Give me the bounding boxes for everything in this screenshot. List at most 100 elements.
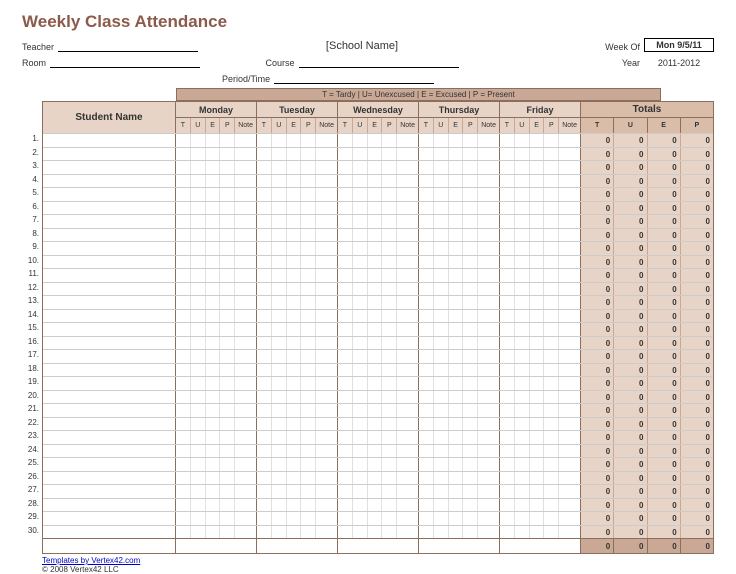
- day-cell[interactable]: [419, 458, 500, 471]
- day-cell[interactable]: [176, 391, 257, 404]
- day-cell[interactable]: [500, 445, 581, 458]
- student-name-cell[interactable]: [43, 215, 176, 228]
- day-cell[interactable]: [257, 269, 338, 282]
- day-cell[interactable]: [419, 256, 500, 269]
- day-cell[interactable]: [500, 148, 581, 161]
- day-cell[interactable]: [500, 188, 581, 201]
- day-cell[interactable]: [257, 350, 338, 363]
- course-field[interactable]: [299, 56, 459, 68]
- day-cell[interactable]: [338, 445, 419, 458]
- day-cell[interactable]: [419, 215, 500, 228]
- day-cell[interactable]: [257, 296, 338, 309]
- day-cell[interactable]: [419, 242, 500, 255]
- day-cell[interactable]: [500, 391, 581, 404]
- student-name-cell[interactable]: [43, 134, 176, 147]
- day-cell[interactable]: [338, 458, 419, 471]
- student-name-cell[interactable]: [43, 445, 176, 458]
- period-field[interactable]: [274, 72, 434, 84]
- day-cell[interactable]: [176, 472, 257, 485]
- day-cell[interactable]: [338, 310, 419, 323]
- day-cell[interactable]: [257, 418, 338, 431]
- day-cell[interactable]: [257, 134, 338, 147]
- day-cell[interactable]: [176, 337, 257, 350]
- day-cell[interactable]: [176, 296, 257, 309]
- day-cell[interactable]: [257, 364, 338, 377]
- day-cell[interactable]: [419, 337, 500, 350]
- day-cell[interactable]: [176, 323, 257, 336]
- day-cell[interactable]: [176, 418, 257, 431]
- day-cell[interactable]: [338, 418, 419, 431]
- day-cell[interactable]: [257, 499, 338, 512]
- day-cell[interactable]: [500, 323, 581, 336]
- day-cell[interactable]: [500, 202, 581, 215]
- student-name-cell[interactable]: [43, 269, 176, 282]
- student-name-cell[interactable]: [43, 431, 176, 444]
- day-cell[interactable]: [338, 242, 419, 255]
- day-cell[interactable]: [500, 256, 581, 269]
- student-name-cell[interactable]: [43, 458, 176, 471]
- weekof-value[interactable]: Mon 9/5/11: [644, 38, 714, 52]
- day-cell[interactable]: [419, 472, 500, 485]
- day-cell[interactable]: [419, 323, 500, 336]
- day-cell[interactable]: [257, 458, 338, 471]
- student-name-cell[interactable]: [43, 337, 176, 350]
- day-cell[interactable]: [176, 188, 257, 201]
- day-cell[interactable]: [419, 404, 500, 417]
- day-cell[interactable]: [338, 296, 419, 309]
- day-cell[interactable]: [419, 512, 500, 525]
- day-cell[interactable]: [176, 202, 257, 215]
- day-cell[interactable]: [500, 404, 581, 417]
- teacher-field[interactable]: [58, 40, 198, 52]
- day-cell[interactable]: [500, 310, 581, 323]
- day-cell[interactable]: [257, 215, 338, 228]
- day-cell[interactable]: [257, 310, 338, 323]
- day-cell[interactable]: [176, 499, 257, 512]
- student-name-cell[interactable]: [43, 229, 176, 242]
- day-cell[interactable]: [257, 148, 338, 161]
- student-name-cell[interactable]: [43, 391, 176, 404]
- day-cell[interactable]: [338, 485, 419, 498]
- day-cell[interactable]: [176, 485, 257, 498]
- day-cell[interactable]: [500, 472, 581, 485]
- student-name-cell[interactable]: [43, 485, 176, 498]
- day-cell[interactable]: [257, 472, 338, 485]
- day-cell[interactable]: [419, 377, 500, 390]
- day-cell[interactable]: [500, 418, 581, 431]
- day-cell[interactable]: [176, 310, 257, 323]
- day-cell[interactable]: [176, 269, 257, 282]
- day-cell[interactable]: [419, 175, 500, 188]
- day-cell[interactable]: [500, 350, 581, 363]
- day-cell[interactable]: [176, 161, 257, 174]
- student-name-cell[interactable]: [43, 323, 176, 336]
- day-cell[interactable]: [419, 499, 500, 512]
- day-cell[interactable]: [176, 431, 257, 444]
- day-cell[interactable]: [176, 175, 257, 188]
- day-cell[interactable]: [257, 229, 338, 242]
- day-cell[interactable]: [500, 458, 581, 471]
- day-cell[interactable]: [176, 215, 257, 228]
- day-cell[interactable]: [419, 202, 500, 215]
- day-cell[interactable]: [500, 431, 581, 444]
- student-name-cell[interactable]: [43, 499, 176, 512]
- day-cell[interactable]: [419, 391, 500, 404]
- student-name-cell[interactable]: [43, 188, 176, 201]
- day-cell[interactable]: [500, 296, 581, 309]
- day-cell[interactable]: [257, 337, 338, 350]
- day-cell[interactable]: [338, 256, 419, 269]
- student-name-cell[interactable]: [43, 418, 176, 431]
- day-cell[interactable]: [257, 323, 338, 336]
- student-name-cell[interactable]: [43, 512, 176, 525]
- day-cell[interactable]: [257, 404, 338, 417]
- template-link[interactable]: Templates by Vertex42.com: [42, 556, 140, 565]
- room-field[interactable]: [50, 56, 200, 68]
- day-cell[interactable]: [419, 310, 500, 323]
- day-cell[interactable]: [176, 242, 257, 255]
- student-name-cell[interactable]: [43, 310, 176, 323]
- student-name-cell[interactable]: [43, 202, 176, 215]
- day-cell[interactable]: [176, 364, 257, 377]
- day-cell[interactable]: [338, 364, 419, 377]
- day-cell[interactable]: [257, 242, 338, 255]
- day-cell[interactable]: [257, 445, 338, 458]
- day-cell[interactable]: [500, 377, 581, 390]
- day-cell[interactable]: [176, 229, 257, 242]
